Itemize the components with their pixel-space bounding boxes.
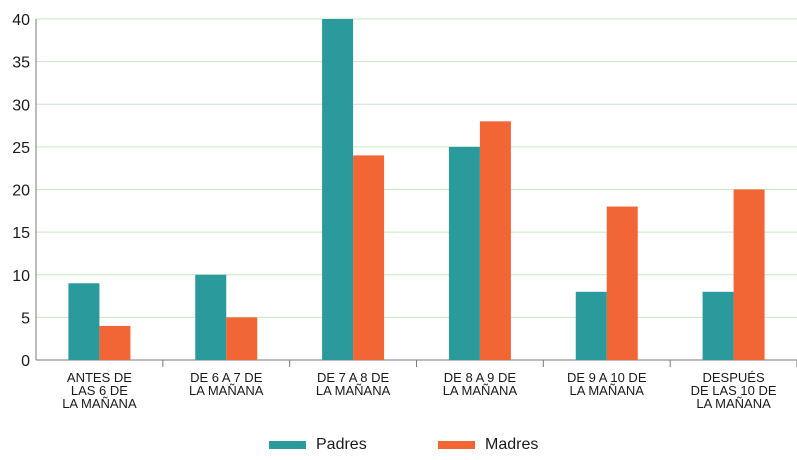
x-category-label-line: LA MAÑANA xyxy=(316,383,391,398)
x-category-label-line: DE 7 A 8 DE xyxy=(317,370,390,385)
x-category-label-3: DE 8 A 9 DE LA MAÑANA xyxy=(443,370,518,398)
legend-swatch-padres xyxy=(269,441,306,449)
legend: Padres Madres xyxy=(0,436,797,460)
legend-swatch-madres xyxy=(438,441,475,449)
y-tick-label-40: 40 xyxy=(12,12,30,29)
x-category-label-line: DESPUÉS xyxy=(703,370,765,385)
y-tick-label-10: 10 xyxy=(12,268,30,285)
bar-madres-5 xyxy=(733,189,765,360)
bar-padres-5 xyxy=(702,291,734,360)
x-category-label-line: LA MAÑANA xyxy=(189,383,264,398)
x-category-label-1: DE 6 A 7 DE LA MAÑANA xyxy=(189,370,264,398)
x-category-label-0: ANTES DE LAS 6 DE LA MAÑANA xyxy=(62,370,137,411)
bar-madres-4 xyxy=(606,206,638,360)
x-category-label-line: DE 8 A 9 DE xyxy=(444,370,517,385)
y-tick-label-15: 15 xyxy=(12,225,30,242)
x-category-label-line: DE 6 A 7 DE xyxy=(190,370,263,385)
x-category-label-line: DE 9 A 10 DE xyxy=(567,370,647,385)
x-category-label-line: LA MAÑANA xyxy=(62,396,137,411)
x-category-label-5: DESPUÉS DE LAS 10 DE LA MAÑANA xyxy=(691,370,777,411)
y-tick-label-30: 30 xyxy=(12,97,30,114)
x-category-label-line: LAS 6 DE xyxy=(71,383,128,398)
y-tick-label-35: 35 xyxy=(12,55,30,72)
bar-padres-4 xyxy=(575,291,607,360)
y-tick-label-20: 20 xyxy=(12,183,30,200)
bar-madres-0 xyxy=(99,325,131,360)
bar-padres-2 xyxy=(322,19,354,360)
bar-madres-1 xyxy=(226,317,258,360)
x-category-label-line: LA MAÑANA xyxy=(570,383,645,398)
bar-madres-3 xyxy=(479,121,511,360)
legend-item-madres: Madres xyxy=(438,436,538,454)
bar-padres-3 xyxy=(448,146,480,360)
x-category-label-line: DE LAS 10 DE xyxy=(691,383,777,398)
legend-item-padres: Padres xyxy=(269,436,367,454)
y-tick-label-25: 25 xyxy=(12,140,30,157)
bar-padres-1 xyxy=(195,274,227,360)
legend-label-padres: Padres xyxy=(316,436,367,453)
y-tick-label-0: 0 xyxy=(21,353,30,370)
legend-label-madres: Madres xyxy=(485,436,539,453)
bar-madres-2 xyxy=(353,155,385,360)
y-tick-label-5: 5 xyxy=(21,310,30,327)
x-category-label-line: LA MAÑANA xyxy=(443,383,518,398)
x-category-label-line: ANTES DE xyxy=(67,370,132,385)
x-category-label-2: DE 7 A 8 DE LA MAÑANA xyxy=(316,370,391,398)
x-category-label-line: LA MAÑANA xyxy=(696,396,771,411)
bar-padres-0 xyxy=(68,283,100,360)
x-category-label-4: DE 9 A 10 DE LA MAÑANA xyxy=(567,370,647,398)
